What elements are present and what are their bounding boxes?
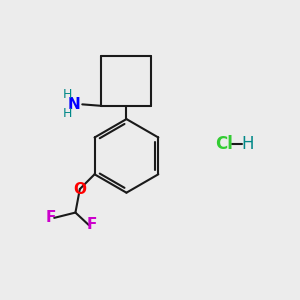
Text: F: F: [87, 218, 98, 232]
Text: Cl: Cl: [215, 135, 232, 153]
Text: H: H: [62, 88, 72, 101]
Text: H: H: [241, 135, 253, 153]
Text: H: H: [62, 107, 72, 120]
Text: O: O: [73, 182, 86, 196]
Text: F: F: [46, 210, 56, 225]
Text: N: N: [67, 97, 80, 112]
